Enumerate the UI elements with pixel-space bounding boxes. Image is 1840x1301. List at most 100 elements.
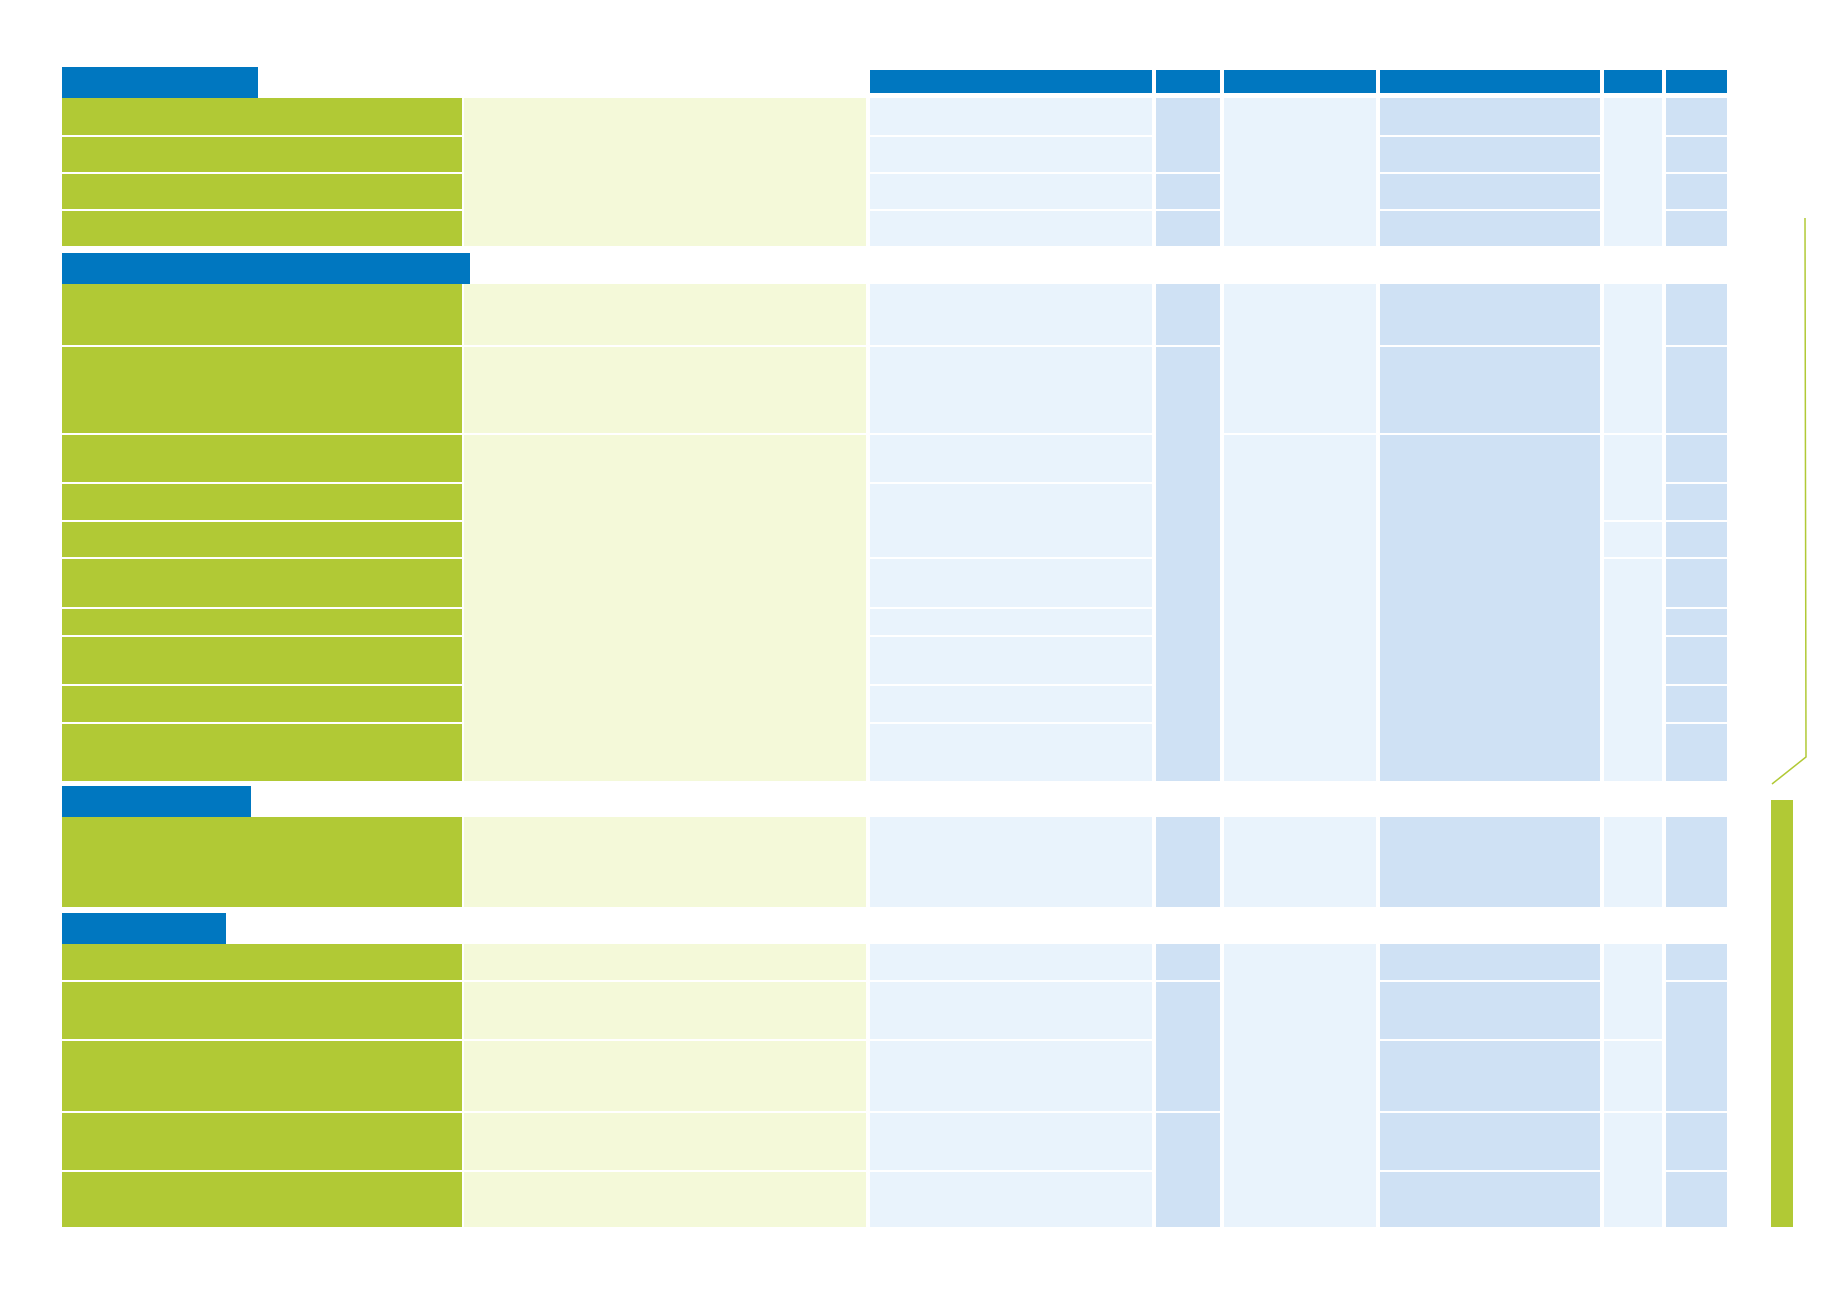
section-1-cell	[1156, 98, 1220, 172]
section-2-cell	[870, 559, 1152, 607]
section-4-row-label	[62, 1172, 462, 1227]
section-4-cell	[1666, 944, 1727, 980]
section-2-cell	[1604, 284, 1662, 433]
section-1-cell	[1380, 137, 1600, 172]
col-header-1	[870, 70, 1152, 93]
section-3-cell	[1666, 817, 1727, 907]
section-1-cell	[870, 174, 1152, 209]
section-4-cell	[870, 1113, 1152, 1170]
section-4-description	[464, 982, 866, 1039]
col-header-6	[1666, 70, 1727, 93]
section-4-cell	[870, 1041, 1152, 1111]
section-1-title	[62, 67, 258, 98]
section-1-cell	[1604, 98, 1662, 246]
section-2-row-label	[62, 347, 462, 433]
section-4-cell	[1156, 1113, 1220, 1227]
section-4-cell	[1156, 944, 1220, 980]
section-2-cell	[1666, 637, 1727, 684]
section-2-cell	[1666, 284, 1727, 345]
side-tab	[1771, 800, 1793, 1227]
section-2-cell	[1666, 522, 1727, 557]
section-2-row-label	[62, 435, 462, 482]
section-4-cell	[1666, 1172, 1727, 1227]
section-3-cell	[1604, 817, 1662, 907]
section-4-cell	[1380, 1172, 1600, 1227]
section-2-cell	[870, 637, 1152, 684]
section-2-cell	[1666, 435, 1727, 482]
section-4-row-label	[62, 944, 462, 980]
section-1-cell	[1156, 211, 1220, 246]
section-2-cell	[1604, 435, 1662, 520]
section-2-row-label	[62, 559, 462, 607]
section-1-cell	[1156, 174, 1220, 209]
section-3-cell	[1224, 817, 1376, 907]
section-2-cell	[1666, 559, 1727, 607]
section-2-cell	[1224, 435, 1376, 781]
section-2-cell	[870, 435, 1152, 482]
section-3-cell	[870, 817, 1152, 907]
section-4-description	[464, 1113, 866, 1170]
section-2-description	[464, 284, 866, 345]
section-3-description	[464, 817, 866, 907]
section-2-cell	[1666, 724, 1727, 781]
section-1-row-label	[62, 174, 462, 209]
section-3-cell	[1380, 817, 1600, 907]
col-header-5	[1604, 70, 1662, 93]
section-2-cell	[1666, 484, 1727, 520]
section-2-row-label	[62, 522, 462, 557]
section-4-cell	[1380, 1113, 1600, 1170]
section-4-cell	[1604, 1041, 1662, 1111]
section-1-cell	[870, 137, 1152, 172]
section-1-cell	[1380, 98, 1600, 135]
section-2-cell	[870, 347, 1152, 433]
section-1-cell	[1224, 98, 1376, 246]
section-2-cell	[870, 724, 1152, 781]
col-header-4	[1380, 70, 1600, 93]
section-2-row-label	[62, 724, 462, 781]
section-2-cell	[870, 484, 1152, 557]
section-3-row-label	[62, 817, 462, 907]
section-4-description	[464, 1041, 866, 1111]
section-1-cell	[870, 211, 1152, 246]
col-header-3	[1224, 70, 1376, 93]
section-4-cell	[1666, 1113, 1727, 1170]
section-4-cell	[1156, 982, 1220, 1111]
section-2-cell	[1666, 609, 1727, 635]
section-4-cell	[1380, 944, 1600, 980]
section-2-description	[464, 435, 866, 781]
section-1-description	[464, 98, 866, 246]
section-2-description	[464, 347, 866, 433]
section-1-cell	[1666, 211, 1727, 246]
section-4-cell	[870, 982, 1152, 1039]
section-3-title	[62, 786, 251, 817]
section-2-row-label	[62, 484, 462, 520]
section-3-cell	[1156, 817, 1220, 907]
section-2-cell	[1156, 284, 1220, 345]
section-1-cell	[1380, 211, 1600, 246]
section-4-description	[464, 1172, 866, 1227]
section-2-cell	[1224, 284, 1376, 433]
section-1-row-label	[62, 137, 462, 172]
section-4-cell	[870, 1172, 1152, 1227]
section-4-cell	[1666, 982, 1727, 1111]
section-2-row-label	[62, 637, 462, 684]
section-1-cell	[870, 98, 1152, 135]
section-1-row-label	[62, 211, 462, 246]
section-2-cell	[1604, 559, 1662, 781]
section-2-cell	[1380, 347, 1600, 433]
section-2-cell	[1380, 435, 1600, 781]
section-2-row-label	[62, 686, 462, 722]
section-4-cell	[1380, 982, 1600, 1039]
col-header-2	[1156, 70, 1220, 93]
section-4-title	[62, 913, 226, 944]
section-2-cell	[1156, 347, 1220, 781]
section-2-cell	[870, 284, 1152, 345]
section-2-cell	[1666, 686, 1727, 722]
section-1-cell	[1666, 174, 1727, 209]
section-2-row-label	[62, 284, 462, 345]
section-1-row-label	[62, 98, 462, 135]
section-4-cell	[1224, 944, 1376, 1227]
section-2-cell	[1666, 347, 1727, 433]
section-4-row-label	[62, 1041, 462, 1111]
